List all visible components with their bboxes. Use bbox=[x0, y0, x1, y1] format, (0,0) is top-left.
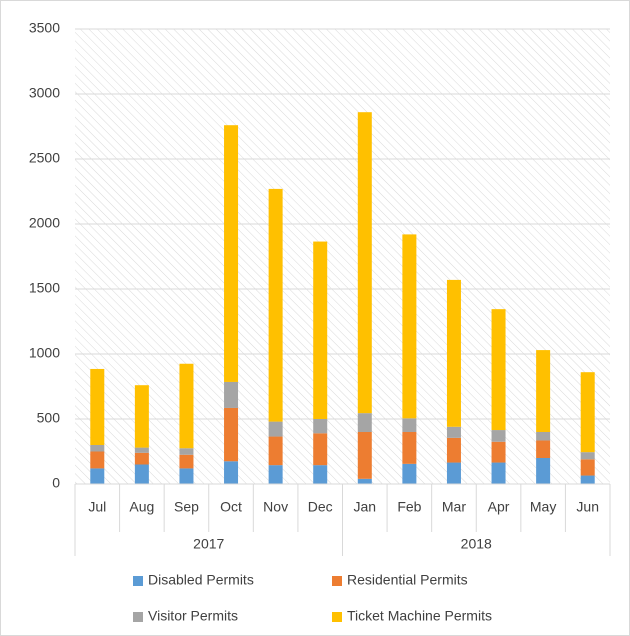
x-tick-label: Apr bbox=[488, 499, 510, 515]
bar-segment bbox=[134, 464, 149, 484]
bar-segment bbox=[224, 381, 239, 408]
bar-segment bbox=[536, 350, 551, 432]
bar-segment bbox=[580, 452, 595, 460]
bar-segment bbox=[536, 432, 551, 441]
y-tick-label: 500 bbox=[37, 410, 61, 426]
x-tick-label: Nov bbox=[263, 499, 288, 515]
bar-segment bbox=[491, 309, 506, 431]
x-tick-label: Oct bbox=[220, 499, 242, 515]
legend-label: Ticket Machine Permits bbox=[347, 608, 492, 624]
bar-segment bbox=[134, 452, 149, 465]
bar-segment bbox=[268, 465, 283, 484]
bar-segment bbox=[536, 440, 551, 458]
bar-segment bbox=[491, 441, 506, 463]
bar-segment bbox=[90, 468, 105, 484]
bar-segment bbox=[224, 125, 239, 382]
bar-segment bbox=[179, 448, 194, 455]
bar-segment bbox=[179, 363, 194, 449]
group-label: 2018 bbox=[461, 536, 492, 552]
legend-label: Residential Permits bbox=[347, 572, 468, 588]
bar-segment bbox=[446, 426, 461, 438]
bar-segment bbox=[224, 407, 239, 462]
legend-label: Visitor Permits bbox=[148, 608, 238, 624]
bar-segment bbox=[402, 418, 417, 432]
bar-segment bbox=[446, 279, 461, 427]
bar-segment bbox=[313, 465, 328, 484]
bar-segment bbox=[313, 433, 328, 466]
legend-label: Disabled Permits bbox=[148, 572, 254, 588]
bar-segment bbox=[268, 188, 283, 422]
x-tick-label: Mar bbox=[442, 499, 466, 515]
y-tick-label: 2500 bbox=[29, 150, 60, 166]
bar-segment bbox=[446, 462, 461, 484]
bar-segment bbox=[402, 463, 417, 484]
x-tick-label: Jun bbox=[576, 499, 599, 515]
x-tick-label: Jan bbox=[354, 499, 377, 515]
y-tick-label: 3000 bbox=[29, 85, 60, 101]
legend-swatch bbox=[332, 612, 342, 622]
bar-segment bbox=[536, 458, 551, 484]
y-tick-label: 2000 bbox=[29, 215, 60, 231]
y-tick-label: 1000 bbox=[29, 345, 60, 361]
bar-segment bbox=[90, 445, 105, 452]
plot-background bbox=[75, 29, 610, 484]
bar-segment bbox=[134, 385, 149, 448]
x-tick-label: Aug bbox=[129, 499, 154, 515]
bar-segment bbox=[357, 413, 372, 432]
x-tick-label: May bbox=[530, 499, 556, 515]
bar-segment bbox=[179, 454, 194, 469]
x-tick-label: Dec bbox=[308, 499, 333, 515]
bar-segment bbox=[491, 462, 506, 484]
legend-swatch bbox=[133, 612, 143, 622]
x-tick-label: Sep bbox=[174, 499, 199, 515]
y-tick-label: 0 bbox=[52, 475, 60, 491]
bar-segment bbox=[402, 234, 417, 419]
y-tick-label: 3500 bbox=[29, 20, 60, 36]
bar-segment bbox=[313, 419, 328, 434]
bar-segment bbox=[90, 368, 105, 445]
bar-segment bbox=[580, 475, 595, 484]
bar-segment bbox=[90, 451, 105, 469]
bar-segment bbox=[357, 432, 372, 479]
bar-segment bbox=[313, 241, 328, 419]
y-tick-label: 1500 bbox=[29, 280, 60, 296]
bar-segment bbox=[491, 430, 506, 442]
x-tick-label: Jul bbox=[88, 499, 106, 515]
legend-swatch bbox=[133, 576, 143, 586]
bar-segment bbox=[134, 447, 149, 453]
bar-segment bbox=[357, 112, 372, 414]
bar-segment bbox=[580, 459, 595, 476]
bar-segment bbox=[179, 468, 194, 484]
x-tick-label: Feb bbox=[397, 499, 421, 515]
bar-segment bbox=[224, 461, 239, 484]
bar-segment bbox=[580, 372, 595, 453]
legend-swatch bbox=[332, 576, 342, 586]
bar-segment bbox=[268, 421, 283, 437]
group-label: 2017 bbox=[193, 536, 224, 552]
bar-segment bbox=[446, 437, 461, 463]
bar-segment bbox=[357, 478, 372, 484]
bar-segment bbox=[268, 436, 283, 466]
bar-segment bbox=[402, 432, 417, 464]
